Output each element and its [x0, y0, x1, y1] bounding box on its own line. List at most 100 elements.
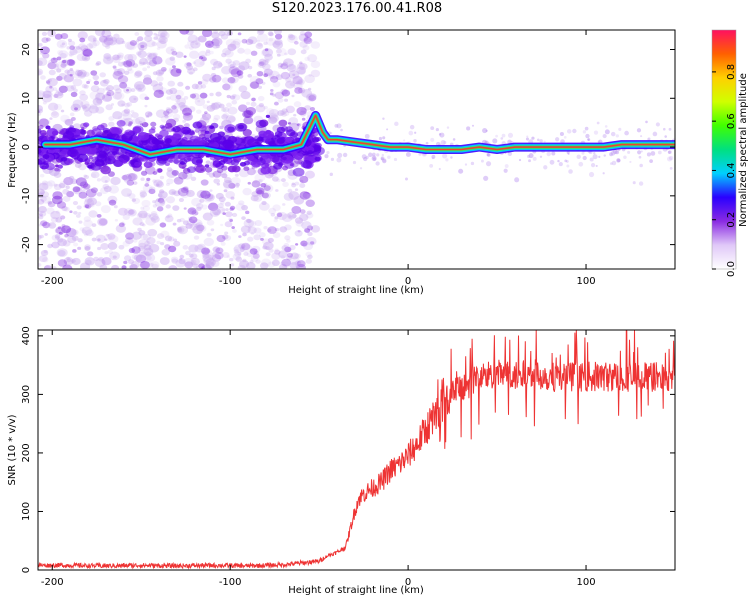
noise-speckle	[283, 243, 290, 248]
noise-speckle	[190, 253, 198, 260]
noise-speckle	[67, 235, 77, 244]
noise-speckle	[90, 103, 98, 110]
noise-speckle	[241, 204, 248, 211]
noise-speckle	[56, 75, 63, 81]
noise-speckle	[128, 209, 135, 215]
noise-speckle	[249, 81, 260, 89]
noise-speckle	[83, 174, 90, 180]
noise-speckle	[285, 80, 296, 89]
noise-speckle	[264, 182, 268, 186]
faint-speckle	[588, 171, 595, 178]
noise-speckle	[275, 47, 287, 57]
noise-speckle	[77, 246, 82, 250]
noise-speckle	[185, 85, 191, 90]
noise-speckle	[231, 100, 238, 105]
noise-speckle	[96, 87, 105, 95]
x-tick-label: 100	[576, 276, 595, 287]
noise-speckle	[154, 198, 166, 207]
noise-speckle	[190, 40, 201, 49]
noise-speckle	[62, 188, 70, 195]
noise-speckle	[188, 71, 193, 75]
noise-speckle	[43, 264, 52, 269]
noise-speckle	[55, 217, 63, 223]
noise-speckle	[294, 230, 303, 237]
noise-speckle	[140, 44, 145, 49]
noise-speckle	[146, 255, 152, 261]
noise-speckle	[118, 244, 125, 250]
faint-speckle	[386, 128, 389, 131]
faint-speckle	[485, 161, 492, 167]
noise-speckle	[67, 38, 72, 43]
noise-speckle	[207, 43, 212, 47]
noise-speckle	[101, 30, 112, 38]
noise-speckle	[156, 40, 167, 49]
noise-speckle	[196, 206, 202, 211]
noise-speckle	[208, 172, 216, 178]
noise-speckle	[225, 115, 236, 124]
noise-speckle	[169, 67, 174, 72]
noise-speckle	[133, 97, 137, 101]
faint-speckle	[582, 155, 587, 161]
noise-speckle	[157, 193, 163, 198]
noise-speckle	[260, 258, 272, 267]
noise-speckle	[53, 183, 62, 191]
noise-speckle	[279, 263, 288, 269]
noise-speckle	[277, 211, 288, 221]
noise-speckle	[113, 205, 118, 209]
band-speckle	[237, 124, 245, 130]
noise-speckle	[205, 49, 211, 53]
faint-speckle	[669, 166, 673, 170]
noise-speckle	[151, 41, 158, 47]
noise-speckle	[91, 187, 99, 193]
noise-speckle	[201, 56, 208, 62]
noise-speckle	[61, 59, 70, 66]
noise-speckle	[140, 177, 145, 181]
faint-speckle	[639, 163, 643, 168]
noise-speckle	[181, 187, 189, 194]
faint-speckle	[640, 135, 643, 138]
noise-speckle	[280, 261, 285, 266]
noise-speckle	[226, 102, 232, 108]
snr-ylabel: SNR (10 * v/v)	[7, 414, 18, 485]
noise-speckle	[123, 117, 134, 126]
band-speckle	[161, 157, 167, 162]
faint-speckle	[582, 130, 587, 134]
faint-speckle	[652, 131, 658, 137]
noise-speckle	[41, 191, 50, 198]
noise-speckle	[38, 90, 46, 98]
noise-speckle	[256, 33, 268, 42]
faint-speckle	[536, 138, 540, 142]
noise-speckle	[69, 45, 76, 51]
noise-speckle	[191, 259, 197, 265]
faint-speckle	[598, 155, 601, 158]
noise-speckle	[199, 116, 210, 125]
noise-speckle	[261, 59, 269, 66]
noise-speckle	[288, 34, 296, 41]
noise-speckle	[77, 71, 87, 79]
noise-speckle	[222, 180, 234, 189]
noise-speckle	[247, 36, 258, 45]
noise-speckle	[238, 85, 248, 93]
noise-speckle	[132, 63, 139, 68]
band-speckle	[91, 128, 102, 137]
faint-speckle	[471, 124, 474, 127]
noise-speckle	[45, 37, 51, 42]
faint-speckle	[563, 136, 567, 139]
noise-speckle	[237, 47, 245, 54]
noise-speckle	[238, 235, 242, 239]
noise-speckle	[127, 67, 133, 72]
band-speckle	[181, 139, 187, 144]
band-speckle	[314, 147, 321, 152]
noise-speckle	[262, 48, 274, 57]
noise-speckle	[203, 256, 215, 266]
band-speckle	[38, 152, 44, 157]
faint-speckle	[501, 133, 506, 138]
noise-speckle	[178, 101, 186, 108]
noise-speckle	[278, 119, 288, 127]
noise-speckle	[241, 242, 251, 251]
noise-speckle	[183, 55, 187, 58]
noise-speckle	[164, 122, 173, 129]
noise-speckle	[123, 108, 131, 114]
noise-speckle	[88, 105, 99, 114]
noise-speckle	[296, 62, 306, 70]
